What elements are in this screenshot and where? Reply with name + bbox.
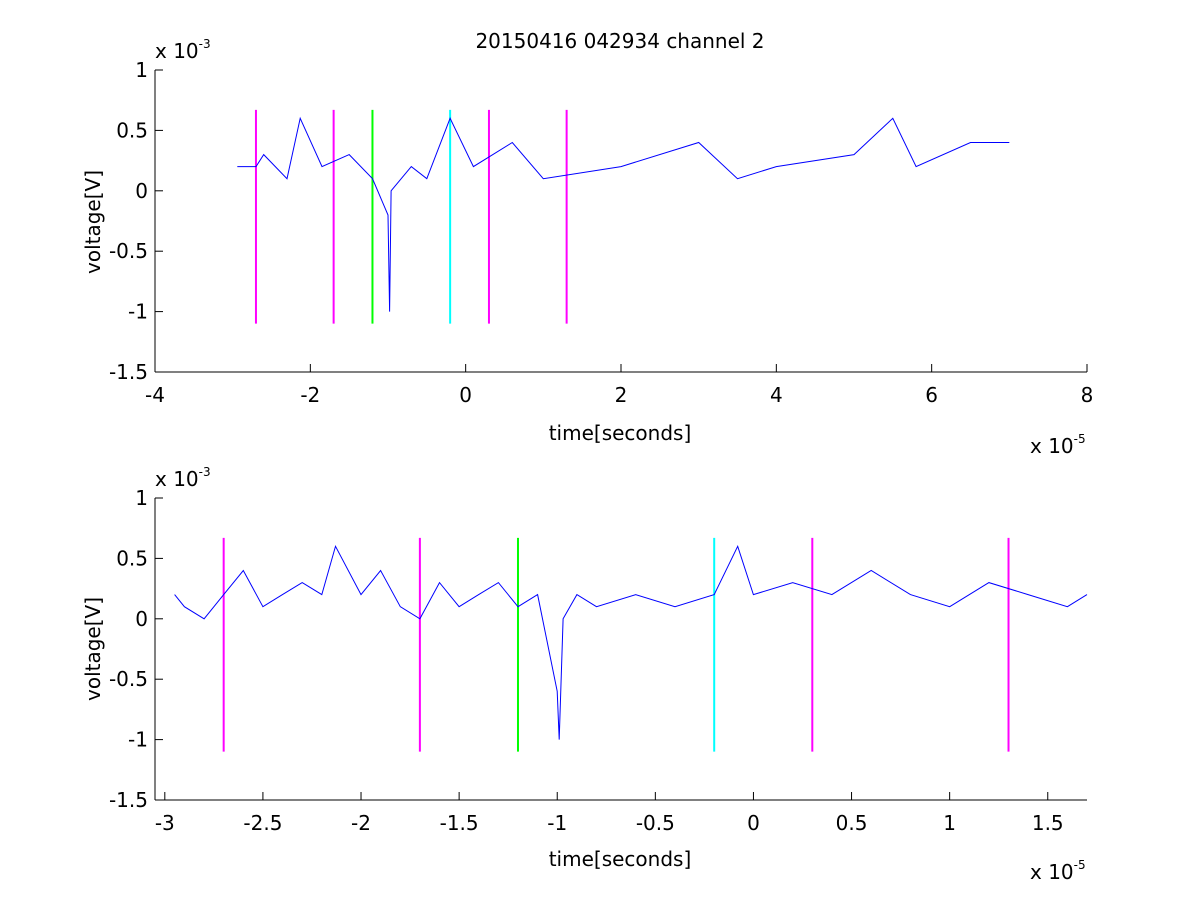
top-x-tick-label: 2 — [615, 383, 628, 407]
top-plot-area — [155, 70, 1087, 372]
bottom-y-exponent-power: -3 — [199, 465, 211, 479]
bot-x-tick-label: -2.5 — [243, 811, 282, 835]
top-x-exponent: x 10-5 — [1030, 432, 1086, 458]
top-y-tick-label: 0.5 — [116, 118, 148, 142]
top-y-exponent: x 10-3 — [155, 37, 211, 63]
top-y-tick-label: 1 — [135, 58, 148, 82]
top-x-tick-label: 0 — [459, 383, 472, 407]
bottom-chart: -3 -2.5 -2 -1.5 -1 -0.5 0 0.5 1 1.5 1 0.5 0 -0.5 -1 -1… — [81, 465, 1088, 884]
top-x-tick-label: 6 — [925, 383, 938, 407]
bot-x-tick-label: -2 — [351, 811, 371, 835]
bottom-plot-area — [155, 498, 1087, 800]
bot-x-tick-label: 0 — [747, 811, 760, 835]
top-y-tick-label: -0.5 — [109, 239, 148, 263]
top-y-exponent-base: x 10 — [155, 39, 199, 63]
top-voltage-trace — [237, 116, 1010, 312]
bottom-x-label: time[seconds] — [549, 847, 692, 871]
bottom-y-exponent-base: x 10 — [155, 467, 199, 491]
bottom-y-label: voltage[V] — [81, 597, 105, 701]
figure-title: 20150416 042934 channel 2 — [475, 29, 764, 53]
bottom-voltage-trace — [174, 544, 1088, 740]
top-chart: -4 -2 0 2 4 6 8 10.50-0.5-1-1.5 x 10-3 voltage… — [81, 37, 1093, 458]
bottom-y-exponent: x 10-3 — [155, 465, 211, 491]
bottom-x-exponent-power: -5 — [1074, 858, 1086, 872]
top-x-ticks: -4 -2 0 2 4 6 8 — [145, 364, 1093, 407]
top-x-tick-label: -2 — [300, 383, 320, 407]
bot-x-tick-label: -3 — [155, 811, 175, 835]
top-x-label: time[seconds] — [549, 421, 692, 445]
bot-y-tick-label: 1 — [135, 486, 148, 510]
bot-x-tick-label: 1 — [943, 811, 956, 835]
bot-y-tick-label: -1.5 — [109, 788, 148, 812]
top-y-tick-label: 0 — [135, 179, 148, 203]
bottom-event-markers — [222, 537, 1010, 752]
bottom-y-ticks: 1 0.5 0 -0.5 -1 -1.5 — [109, 486, 163, 812]
top-x-exponent-power: -5 — [1074, 432, 1086, 446]
bot-x-tick-label: -1 — [547, 811, 567, 835]
top-x-tick-label: -4 — [145, 383, 165, 407]
bot-x-tick-label: 0.5 — [836, 811, 868, 835]
top-x-exponent-base: x 10 — [1030, 434, 1074, 458]
bottom-x-exponent: x 10-5 — [1030, 858, 1086, 884]
top-event-markers — [254, 109, 568, 324]
bottom-x-exponent-base: x 10 — [1030, 860, 1074, 884]
bottom-x-ticks: -3 -2.5 -2 -1.5 -1 -0.5 0 0.5 1 1.5 — [155, 792, 1064, 835]
bot-x-tick-label: 1.5 — [1032, 811, 1064, 835]
top-y-ticks: 1 0.5 0 -0.5 -1 -1.5 — [109, 58, 163, 384]
top-y-tick-label: -1.5 — [109, 360, 148, 384]
bot-x-tick-label: -0.5 — [636, 811, 675, 835]
bot-y-tick-label: -1 — [128, 728, 148, 752]
top-x-tick-label: 4 — [770, 383, 783, 407]
bot-y-tick-label: 0 — [135, 607, 148, 631]
top-y-label: voltage[V] — [81, 170, 105, 274]
top-x-tick-label: 8 — [1081, 383, 1094, 407]
bot-x-tick-label: -1.5 — [440, 811, 479, 835]
bot-y-tick-label: 0.5 — [116, 546, 148, 570]
top-y-exponent-power: -3 — [199, 37, 211, 51]
bot-y-tick-label: -0.5 — [109, 667, 148, 691]
top-y-tick-label: -1 — [128, 300, 148, 324]
